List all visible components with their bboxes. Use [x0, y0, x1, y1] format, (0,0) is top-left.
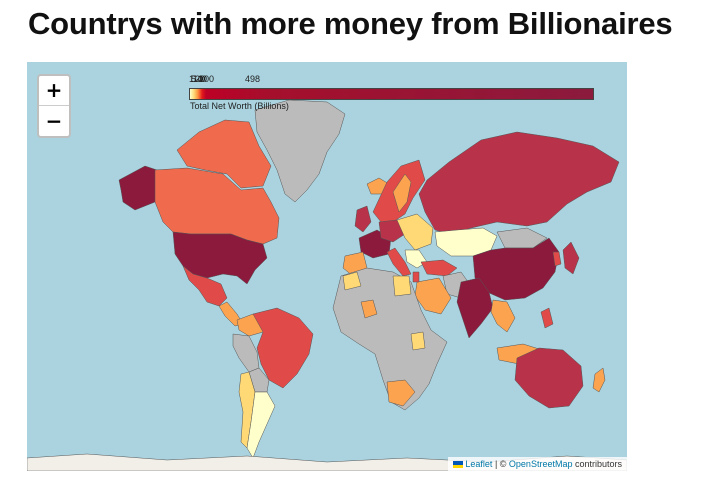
country-australia[interactable] — [514, 347, 584, 409]
country-japan[interactable] — [562, 241, 580, 275]
country-argentina[interactable] — [246, 391, 276, 459]
country-mongolia[interactable] — [496, 227, 548, 249]
zoom-in-button[interactable]: + — [39, 76, 69, 106]
country-philippines[interactable] — [540, 307, 554, 329]
legend-color-bar — [189, 88, 594, 100]
country-morocco[interactable] — [342, 271, 362, 291]
country-canada-arctic[interactable] — [176, 119, 272, 189]
page-title: Countrys with more money from Billionair… — [28, 6, 673, 41]
zoom-control: + − — [37, 74, 71, 138]
color-legend: 1 5 10 20 40 100 498 Total Net Worth (Bi… — [189, 74, 594, 114]
legend-tick-498: 498 — [245, 74, 261, 84]
country-turkey[interactable] — [420, 259, 458, 277]
country-greenland[interactable] — [254, 99, 346, 203]
legend-tick-1: 1 — [189, 74, 195, 84]
attribution-separator: | © — [492, 459, 509, 469]
legend-ticks: 1 5 10 20 40 100 498 — [189, 74, 594, 86]
legend-caption: Total Net Worth (Billions) — [190, 101, 289, 111]
country-egypt[interactable] — [392, 275, 412, 297]
country-mexico[interactable] — [182, 265, 228, 307]
legend-tick-10: 10 — [193, 74, 204, 84]
attribution-suffix: contributors — [572, 459, 622, 469]
country-south-africa[interactable] — [386, 379, 416, 407]
country-southeast-asia[interactable] — [490, 299, 516, 333]
openstreetmap-link[interactable]: OpenStreetMap — [508, 459, 573, 469]
ukraine-flag-icon — [453, 461, 464, 468]
choropleth-map[interactable]: + − 1 5 10 20 40 100 498 Total Net Worth… — [27, 62, 627, 471]
country-russia[interactable] — [418, 131, 620, 235]
country-brazil[interactable] — [252, 307, 314, 389]
country-india[interactable] — [456, 277, 494, 339]
country-new-zealand[interactable] — [592, 367, 606, 393]
country-germany[interactable] — [378, 219, 406, 243]
country-korea[interactable] — [552, 251, 562, 267]
country-italy[interactable] — [386, 247, 412, 277]
legend-tick-100: 100 — [199, 74, 215, 84]
country-israel[interactable] — [412, 271, 420, 283]
country-uk[interactable] — [354, 205, 372, 233]
country-nigeria[interactable] — [360, 299, 378, 319]
country-alaska[interactable] — [118, 165, 158, 211]
zoom-out-button[interactable]: − — [45, 109, 63, 133]
country-sweden[interactable] — [392, 173, 412, 213]
map-canvas[interactable] — [27, 62, 627, 471]
legend-tick-20: 20 — [195, 74, 206, 84]
country-tanzania[interactable] — [410, 331, 426, 351]
legend-tick-5: 5 — [191, 74, 197, 84]
country-eastern-europe[interactable] — [396, 213, 434, 251]
map-attribution: Leaflet | © OpenStreetMap contributors — [448, 457, 627, 471]
leaflet-link[interactable]: Leaflet — [465, 459, 493, 469]
legend-tick-40: 40 — [197, 74, 208, 84]
